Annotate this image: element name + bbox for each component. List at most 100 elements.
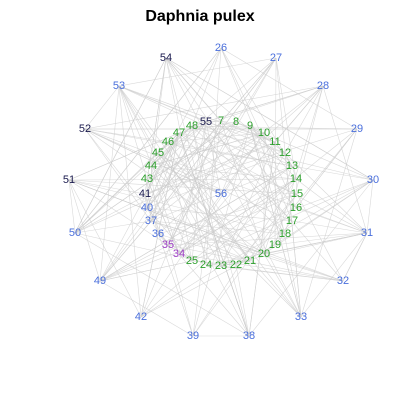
graph-edge bbox=[178, 121, 237, 134]
graph-edge bbox=[274, 179, 374, 246]
graph-edge bbox=[192, 125, 251, 337]
graph-edge bbox=[74, 121, 237, 234]
graph-edge bbox=[167, 244, 194, 337]
graph-edge bbox=[144, 193, 194, 337]
graph-edge bbox=[220, 47, 297, 209]
node-label-45: 45 bbox=[152, 147, 164, 159]
graph-edge bbox=[99, 260, 193, 282]
graph-edge bbox=[157, 152, 222, 195]
graph-edge bbox=[68, 179, 101, 282]
node-label-32: 32 bbox=[337, 275, 349, 287]
graph-edge bbox=[205, 121, 276, 143]
graph-edge bbox=[118, 85, 193, 262]
graph-edge bbox=[118, 85, 222, 267]
graph-edge bbox=[167, 120, 222, 246]
graph-edge bbox=[235, 193, 298, 266]
graph-edge bbox=[284, 152, 368, 234]
graph-edge bbox=[248, 179, 374, 337]
graph-edge bbox=[146, 57, 167, 209]
node-label-37: 37 bbox=[145, 215, 157, 227]
graph-edge bbox=[118, 85, 276, 143]
graph-edge bbox=[157, 193, 298, 235]
graph-edge bbox=[99, 121, 237, 282]
graph-edge bbox=[235, 121, 374, 181]
graph-edge bbox=[74, 220, 152, 234]
node-label-27: 27 bbox=[270, 52, 282, 64]
graph-edge bbox=[165, 57, 286, 235]
graph-edge bbox=[99, 193, 298, 282]
node-label-43: 43 bbox=[141, 173, 153, 185]
graph-edge bbox=[150, 132, 180, 222]
graph-edge bbox=[249, 125, 286, 154]
graph-edge bbox=[167, 244, 344, 282]
graph-edge bbox=[178, 253, 250, 337]
graph-edge bbox=[68, 179, 286, 235]
graph-edge bbox=[263, 220, 293, 255]
graph-edge bbox=[178, 132, 265, 255]
node-label-38: 38 bbox=[243, 330, 255, 342]
chart-title: Daphnia pulex bbox=[145, 8, 255, 25]
graph-edge bbox=[342, 232, 368, 282]
node-label-39: 39 bbox=[187, 330, 199, 342]
node-label-31: 31 bbox=[361, 227, 373, 239]
graph-edge bbox=[146, 121, 207, 180]
graph-edge bbox=[178, 132, 250, 337]
node-label-24: 24 bbox=[200, 259, 212, 271]
graph-edge bbox=[167, 121, 237, 246]
graph-edge bbox=[74, 232, 250, 337]
node-label-10: 10 bbox=[258, 127, 270, 139]
graph-edge bbox=[144, 128, 358, 195]
graph-edge bbox=[165, 57, 374, 181]
node-label-56: 56 bbox=[215, 188, 227, 200]
graph-edge bbox=[167, 141, 293, 167]
graph-edge bbox=[144, 57, 167, 195]
node-label-12: 12 bbox=[279, 147, 291, 159]
node-label-23: 23 bbox=[215, 260, 227, 272]
node-layer: 7 8 91011121314151617181920212223242534353… bbox=[63, 42, 379, 342]
node-label-15: 15 bbox=[291, 188, 303, 200]
graph-edge bbox=[205, 120, 222, 123]
graph-edge bbox=[291, 165, 374, 181]
graph-edge bbox=[150, 220, 286, 235]
graph-edge bbox=[118, 85, 251, 262]
graph-edge bbox=[140, 244, 276, 318]
node-label-34: 34 bbox=[173, 248, 185, 260]
node-label-11: 11 bbox=[269, 136, 280, 148]
graph-edge bbox=[284, 85, 324, 235]
graph-edge bbox=[165, 57, 297, 209]
graph-edge bbox=[146, 132, 180, 209]
node-label-20: 20 bbox=[258, 248, 270, 260]
graph-edge bbox=[220, 232, 368, 267]
graph-edge bbox=[263, 132, 286, 154]
node-label-42: 42 bbox=[135, 311, 147, 323]
node-label-48: 48 bbox=[186, 120, 198, 132]
graph-edge bbox=[118, 85, 148, 180]
graph-edge bbox=[118, 57, 277, 87]
graph-edge bbox=[192, 120, 222, 337]
graph-edge bbox=[275, 57, 297, 180]
graph-edge bbox=[74, 57, 167, 234]
node-label-47: 47 bbox=[173, 127, 185, 139]
node-label-35: 35 bbox=[162, 239, 174, 251]
node-label-49: 49 bbox=[94, 275, 106, 287]
graph-edge bbox=[165, 57, 207, 266]
node-label-9: 9 bbox=[247, 120, 253, 132]
graph-edge bbox=[249, 125, 302, 318]
graph-edge bbox=[150, 165, 159, 235]
graph-edge bbox=[178, 132, 368, 234]
graph-edge bbox=[322, 85, 368, 234]
graph-edge bbox=[157, 233, 169, 246]
graph-edge bbox=[167, 141, 251, 262]
node-label-8: 8 bbox=[233, 116, 239, 128]
graph-edge bbox=[220, 120, 276, 143]
graph-edge bbox=[118, 85, 250, 337]
graph-edge bbox=[220, 265, 344, 282]
graph-edge bbox=[191, 85, 324, 127]
graph-edge bbox=[144, 193, 148, 209]
graph-edge bbox=[150, 165, 297, 180]
graph-edge bbox=[191, 125, 293, 222]
graph-edge bbox=[191, 125, 222, 267]
graph-edge bbox=[146, 178, 180, 255]
graph-edge bbox=[84, 128, 169, 246]
graph-edge bbox=[191, 179, 374, 262]
